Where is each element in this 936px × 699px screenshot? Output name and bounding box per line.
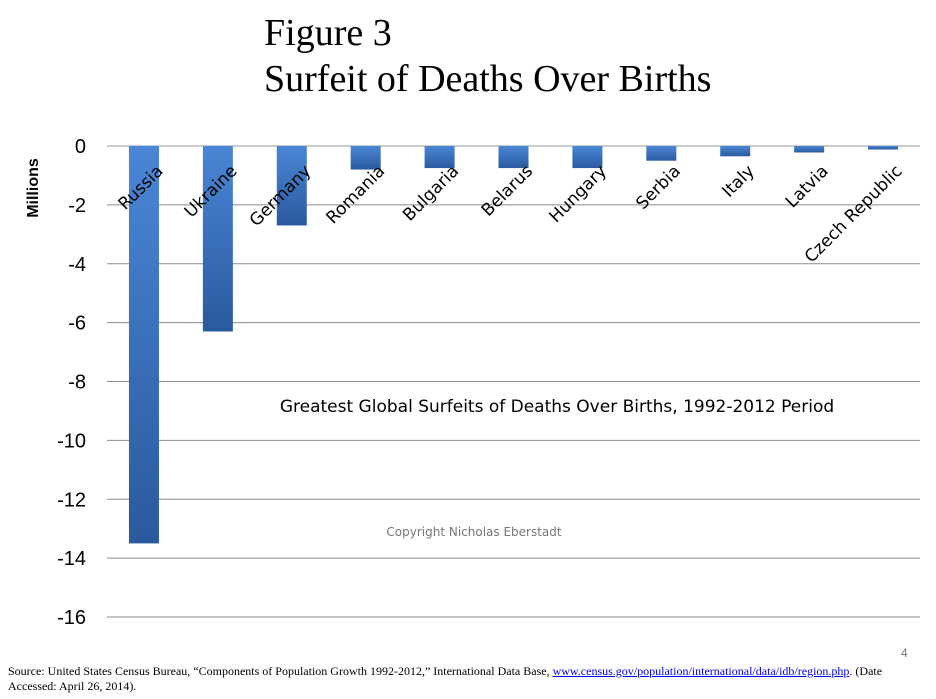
y-axis-label: Millions [25, 158, 42, 218]
y-tick-label: -12 [57, 489, 86, 511]
y-tick-label: -6 [68, 313, 86, 335]
page-number: 4 [901, 646, 908, 660]
bar [794, 146, 825, 153]
bar [646, 146, 677, 161]
bar [276, 146, 307, 226]
bar [350, 146, 381, 170]
category-label: Belarus [478, 161, 537, 220]
chart-title: Greatest Global Surfeits of Deaths Over … [280, 397, 834, 417]
y-tick-label: -16 [57, 607, 86, 629]
category-label: Italy [719, 161, 759, 201]
source-link[interactable]: www.census.gov/population/international/… [552, 664, 850, 678]
bar [572, 146, 603, 169]
y-tick-label: -4 [68, 254, 86, 276]
bar [498, 146, 529, 169]
copyright-annotation: Copyright Nicholas Eberstadt [386, 525, 562, 539]
y-tick-label: -8 [68, 372, 86, 394]
figure-number: Figure 3 [264, 12, 392, 54]
y-tick-label: -2 [68, 195, 86, 217]
category-label: Serbia [632, 161, 684, 213]
bar [868, 146, 899, 150]
source-note: Source: United States Census Bureau, “Co… [8, 664, 933, 694]
bar-chart: 0 -2 -4 -6 -8 -10 -12 -14 -16 Russia Ukraine Germa… [25, 136, 920, 629]
figure-subtitle: Surfeit of Deaths Over Births [264, 58, 712, 100]
source-suffix: . (Date Accessed: April 26, 2014). [8, 664, 883, 693]
gridlines [107, 145, 920, 618]
bar [424, 146, 455, 169]
figure-title: Figure 3 Surfeit of Deaths Over Births [264, 10, 711, 102]
category-labels: Russia Ukraine Germany Romania Bulgaria Belar… [115, 161, 907, 267]
source-text: Source: United States Census Bureau, “Co… [8, 664, 553, 678]
y-tick-label: 0 [75, 136, 86, 158]
y-tick-labels: 0 -2 -4 -6 -8 -10 -12 -14 -16 [57, 136, 86, 629]
y-tick-label: -14 [57, 548, 86, 570]
category-label: Bulgaria [399, 161, 463, 225]
bar [202, 146, 233, 332]
bars [128, 146, 899, 544]
bar [720, 146, 751, 157]
category-label: Romania [323, 161, 390, 228]
y-tick-label: -10 [57, 430, 86, 452]
category-label: Hungary [545, 161, 610, 226]
bar [128, 146, 159, 544]
